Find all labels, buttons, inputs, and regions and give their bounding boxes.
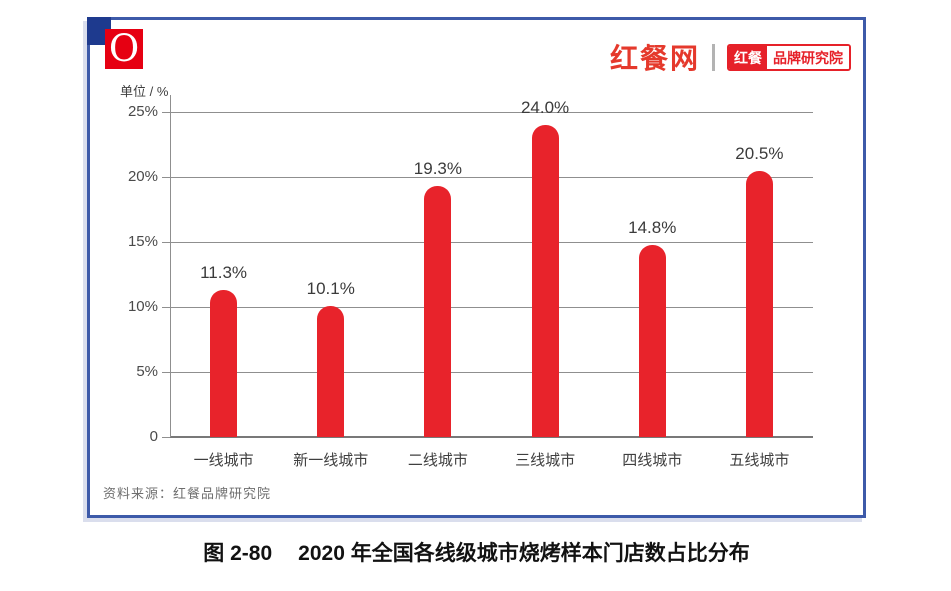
bar-新一线城市: [317, 305, 345, 437]
y-axis-label-20%: 20%: [127, 168, 158, 185]
gridline-20%: [170, 177, 813, 178]
gridline-25%: [170, 112, 813, 113]
header-logos: 红餐网 红餐 品牌研究院: [610, 37, 851, 77]
x-axis-label-四线城市: 四线城市: [622, 452, 683, 469]
bar-chart: 0 5% 10% 15% 20% 25% 11.3% 一线城市 10.1% 新一线城市 19.3% 二…: [90, 20, 863, 515]
bar-value-label-四线城市: 14.8%: [628, 217, 677, 237]
unit-label: 单位 / %: [120, 84, 169, 99]
y-tick-5%: [162, 372, 170, 373]
figure-caption: 图 2-80 2020 年全国各线级城市烧烤样本门店数占比分布: [87, 537, 866, 567]
figure-number: 图 2-80: [203, 542, 273, 565]
gridline-5%: [170, 372, 813, 373]
bar-一线城市: [210, 290, 238, 437]
bar-value-label-新一线城市: 10.1%: [306, 278, 355, 298]
x-axis-label-二线城市: 二线城市: [407, 452, 468, 469]
bar-二线城市: [424, 186, 452, 437]
x-axis-label-五线城市: 五线城市: [729, 452, 790, 469]
gridline-0: [170, 436, 813, 438]
bar-value-label-五线城市: 20.5%: [735, 143, 784, 163]
gridline-10%: [170, 307, 813, 308]
bar-value-label-二线城市: 19.3%: [413, 159, 462, 179]
x-axis-label-一线城市: 一线城市: [193, 452, 254, 469]
bar-五线城市: [745, 170, 773, 437]
bar-四线城市: [638, 244, 666, 437]
x-axis-label-新一线城市: 新一线城市: [293, 452, 369, 469]
y-tick-25%: [162, 112, 170, 113]
y-axis-line: [170, 95, 171, 437]
bar-三线城市: [531, 125, 559, 437]
y-axis-label-10%: 10%: [127, 298, 158, 315]
badge-left-label: 红餐: [729, 45, 767, 69]
y-axis-label-25%: 25%: [127, 103, 158, 120]
bar-value-label-三线城市: 24.0%: [520, 98, 570, 117]
y-axis-label-15%: 15%: [127, 233, 158, 250]
brand-logo-letter: O: [108, 26, 140, 70]
bar-value-label-一线城市: 11.3%: [200, 263, 248, 283]
figure-title: 2020 年全国各线级城市烧烤样本门店数占比分布: [298, 542, 750, 565]
y-tick-15%: [162, 242, 170, 243]
logo-divider: [712, 43, 715, 71]
y-tick-10%: [162, 307, 170, 308]
brand-research-badge: 红餐 品牌研究院: [727, 43, 851, 71]
gridline-15%: [170, 242, 813, 243]
x-axis-label-三线城市: 三线城市: [515, 452, 576, 469]
source-note: 资料来源：红餐品牌研究院: [103, 486, 272, 501]
chart-card: O 红餐网 红餐 品牌研究院 单位 / % 0 5% 10% 15% 20% 25% 11.…: [87, 17, 866, 518]
hongcanwang-logo: 红餐网: [609, 43, 700, 74]
y-tick-0: [162, 437, 170, 438]
y-axis-label-0: 0: [149, 428, 158, 445]
y-tick-20%: [162, 177, 170, 178]
badge-right-label: 品牌研究院: [767, 45, 849, 69]
brand-logo: O: [105, 29, 143, 69]
y-axis-label-5%: 5%: [136, 363, 158, 380]
